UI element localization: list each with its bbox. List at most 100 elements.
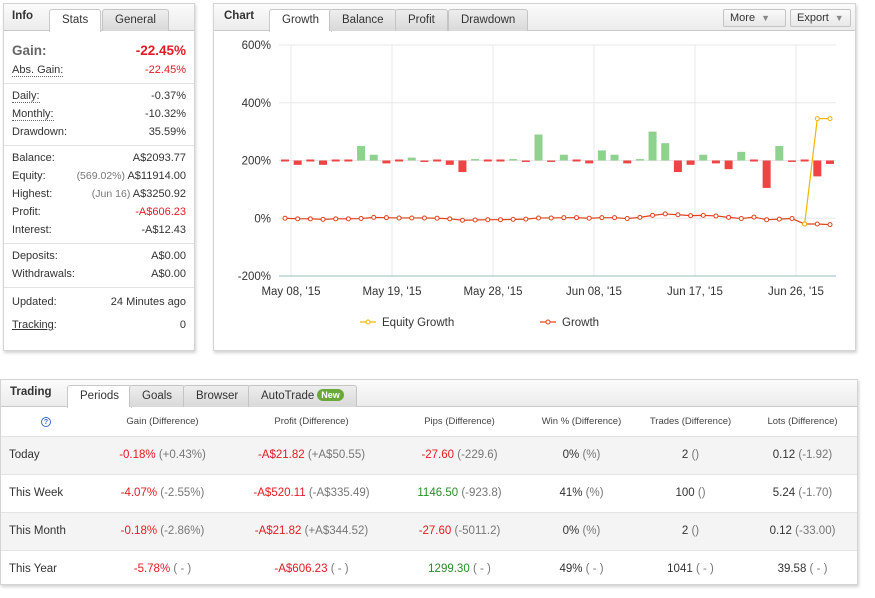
growth-point [650, 212, 656, 218]
cell-gain: -4.07% (-2.55%) [91, 473, 234, 512]
header-win: Win % (Difference) [541, 415, 622, 427]
y-tick-label: 200% [242, 156, 271, 168]
trades-value: 2 [681, 449, 689, 461]
chart-tabbar: Chart Growth Balance Profit Drawdown Mor… [214, 4, 855, 32]
gain-value: -22.45% [135, 43, 186, 58]
cell-win: 0% (%) [530, 435, 633, 474]
bar [673, 160, 682, 173]
periods-table: ? Gain (Difference) Profit (Difference) … [1, 407, 857, 588]
tab-general[interactable]: General [102, 9, 169, 31]
highest-label: Highest: [12, 188, 53, 200]
growth-point [472, 217, 478, 223]
tab-profit[interactable]: Profit [395, 9, 448, 31]
growth-point [447, 216, 453, 222]
profit-row: Profit: -A$606.23 [12, 203, 186, 221]
cell-lots: 5.24 (-1.70) [748, 473, 857, 512]
trades-difference: () [691, 449, 700, 461]
bar [597, 150, 606, 161]
table-row: This Year -5.78% ( - ) -A$606.23 ( - ) 1299… [1, 549, 857, 588]
bar [395, 159, 404, 162]
table-row: This Month -0.18% (-2.86%) -A$21.82 (+A$34… [1, 511, 857, 550]
growth-point [814, 221, 820, 227]
growth-point [548, 215, 554, 221]
legend-growth-label: Growth [562, 317, 599, 329]
tab-growth[interactable]: Growth [269, 9, 333, 32]
gain-label: Gain: [12, 43, 47, 58]
legend-equity-label: Equity Growth [382, 317, 454, 329]
help-icon[interactable]: ? [41, 416, 51, 427]
gain-value: -0.18% [120, 525, 158, 537]
bar [471, 159, 480, 161]
growth-point [421, 215, 427, 221]
header-gain: Gain (Difference) [126, 415, 199, 427]
win-difference: (%) [585, 487, 604, 499]
withdrawals-row: Withdrawals: A$0.00 [12, 265, 186, 283]
withdrawals-value: A$0.00 [151, 268, 186, 280]
growth-point [333, 216, 339, 222]
monthly-label[interactable]: Monthly: [12, 108, 54, 121]
interest-label: Interest: [12, 224, 52, 236]
cell-trades: 100 () [633, 473, 748, 512]
trades-value: 1041 [667, 563, 693, 576]
tab-autotrade[interactable]: AutoTrade New [248, 385, 357, 407]
profit-label: Profit: [12, 206, 41, 218]
table-row: This Week -4.07% (-2.55%) -A$520.11 (-A$33… [1, 473, 857, 512]
bar [559, 154, 568, 161]
y-tick-label: -200% [238, 271, 271, 283]
more-label: More [730, 12, 756, 24]
bar [420, 160, 429, 162]
abs-gain-label[interactable]: Abs. Gain: [12, 64, 64, 77]
equity-point [814, 116, 820, 122]
tab-drawdown[interactable]: Drawdown [448, 9, 529, 31]
growth-point [307, 216, 313, 222]
equity-point [827, 116, 833, 122]
cell-gain: -0.18% (-2.86%) [91, 511, 234, 550]
more-dropdown[interactable]: More ▼ [723, 9, 786, 27]
tab-stats[interactable]: Stats [49, 9, 102, 32]
help-header: ? [1, 407, 91, 436]
bar [407, 157, 416, 161]
cell-profit: -A$520.11 (-A$335.49) [234, 473, 389, 512]
lots-difference: (-33.00) [795, 525, 836, 537]
tab-periods[interactable]: Periods [67, 385, 132, 408]
info-tabbar: Info Stats General [4, 4, 194, 32]
cell-pips: 1146.50 (-923.8) [389, 473, 530, 512]
bar [496, 159, 505, 162]
tab-balance[interactable]: Balance [329, 9, 397, 31]
gain-value: -5.78% [133, 563, 171, 576]
bar [483, 159, 492, 162]
growth-point [295, 216, 301, 222]
interest-value: -A$12.43 [141, 224, 186, 236]
bar [458, 160, 467, 173]
bar [281, 159, 289, 162]
trades-difference: () [691, 525, 700, 537]
header-trades: Trades (Difference) [649, 415, 732, 427]
equity-row: Equity: (569.02%) A$11914.00 [12, 167, 186, 185]
period-label: This Month [1, 511, 91, 550]
daily-value: -0.37% [151, 90, 186, 102]
export-dropdown[interactable]: Export ▼ [790, 9, 851, 27]
cell-gain: -5.78% ( - ) [91, 549, 234, 588]
period-label: This Year [1, 549, 91, 588]
growth-point [776, 216, 782, 222]
lots-value: 5.24 [772, 487, 796, 499]
bar [547, 160, 556, 162]
profit-value: -A$606.23 [274, 563, 328, 576]
y-tick-label: 400% [242, 98, 271, 110]
updated-label: Updated: [12, 296, 57, 308]
growth-point [751, 214, 757, 220]
lots-value: 39.58 [777, 563, 807, 576]
cell-trades: 2 () [633, 435, 748, 474]
tab-browser[interactable]: Browser [183, 385, 252, 407]
period-label: This Week [1, 473, 91, 512]
highest-value: A$3250.92 [132, 188, 186, 200]
daily-label[interactable]: Daily: [12, 90, 40, 103]
cell-profit: -A$21.82 (+A$344.52) [234, 511, 389, 550]
growth-point [523, 216, 529, 222]
win-difference: ( - ) [585, 563, 604, 576]
tracking-link[interactable]: Tracking [12, 319, 54, 331]
tab-goals[interactable]: Goals [129, 385, 186, 407]
bar [635, 159, 644, 161]
gain-difference: (-2.55%) [160, 487, 205, 499]
bar [534, 134, 543, 161]
